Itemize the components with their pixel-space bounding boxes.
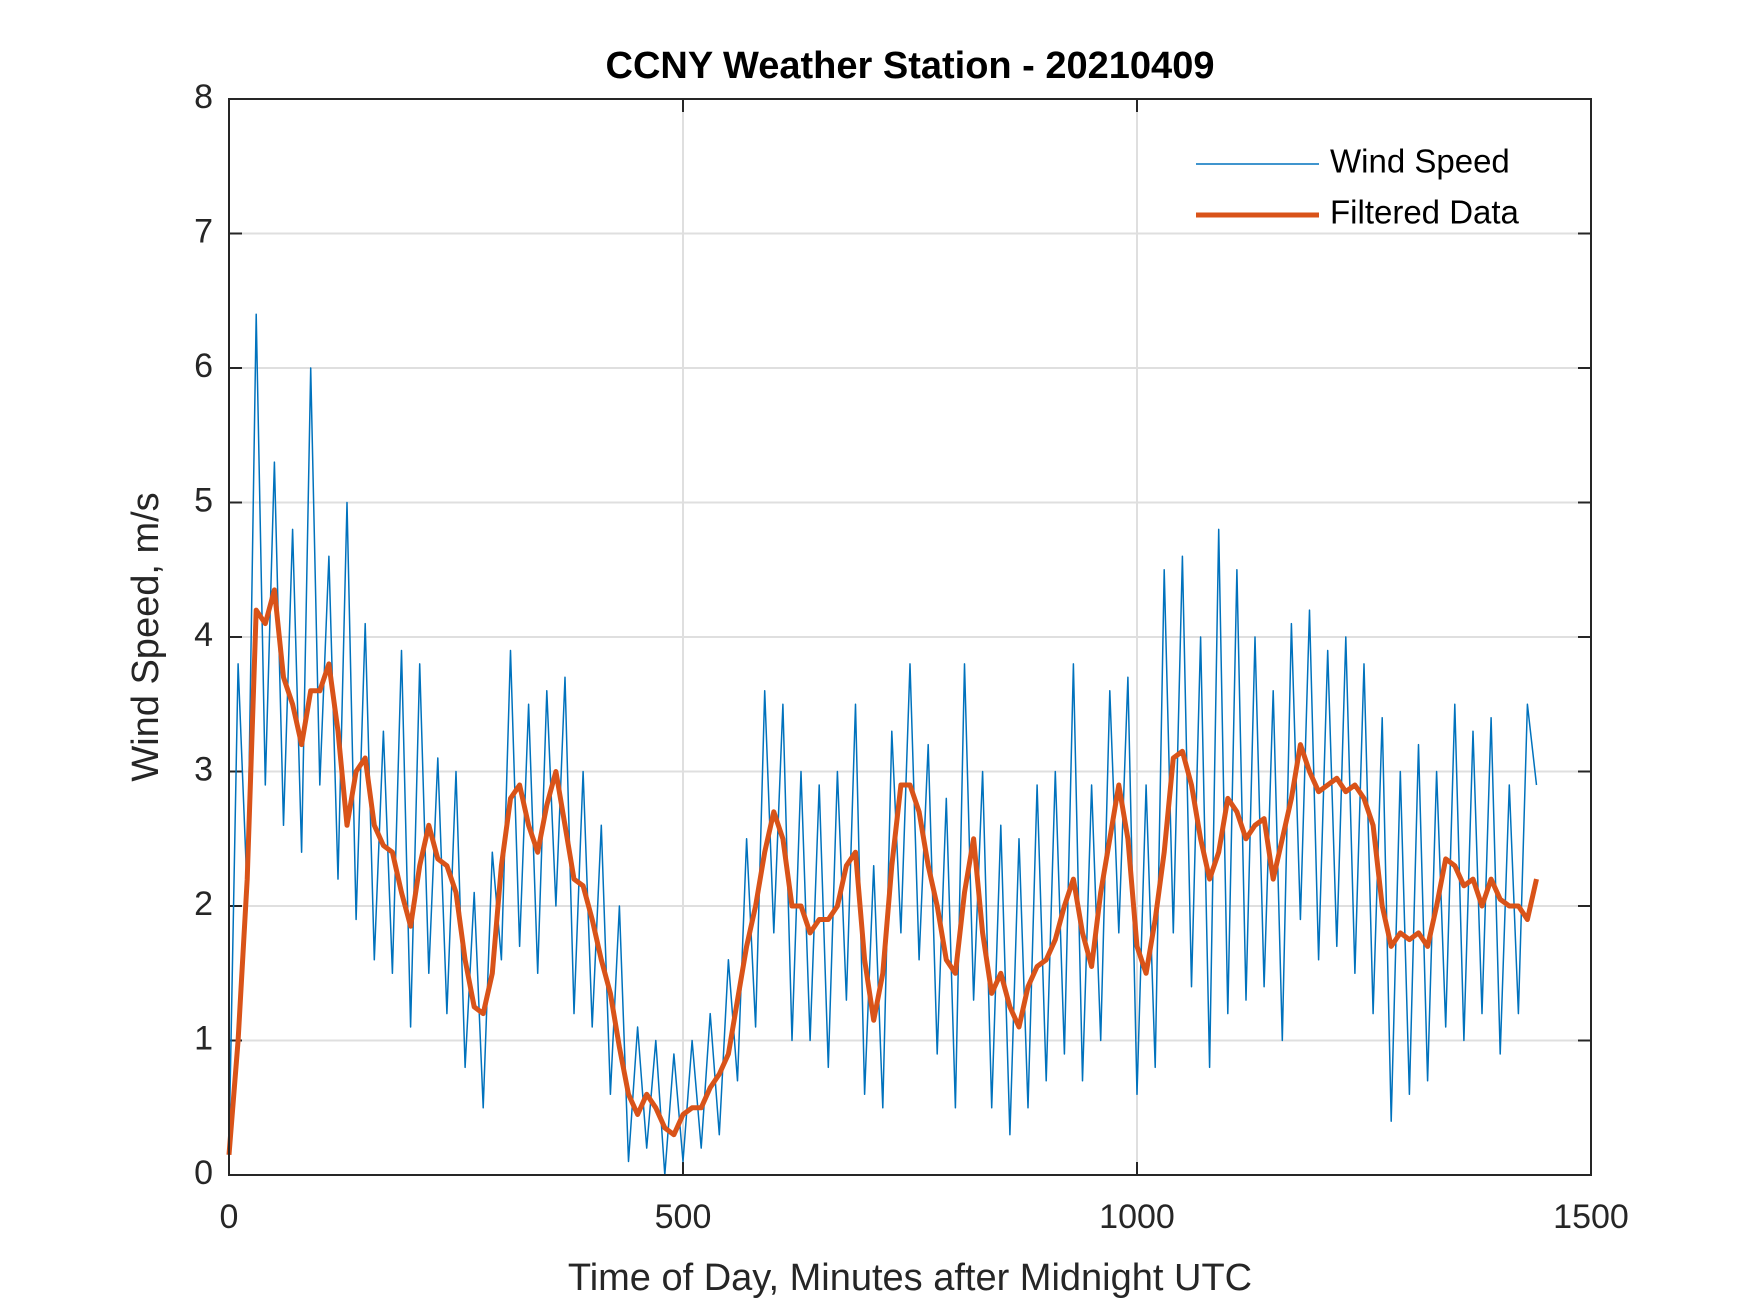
- y-tick-label: 1: [194, 1019, 213, 1057]
- x-axis-label: Time of Day, Minutes after Midnight UTC: [568, 1257, 1252, 1299]
- legend-label: Wind Speed: [1330, 143, 1510, 180]
- y-axis-label: Wind Speed, m/s: [125, 492, 167, 781]
- x-tick-label: 500: [655, 1198, 712, 1236]
- data-line: [228, 313, 1538, 1176]
- y-tick-label: 0: [194, 1154, 213, 1192]
- y-tick-label: 8: [194, 78, 213, 116]
- legend-label: Filtered Data: [1330, 194, 1520, 231]
- data-line: [226, 587, 1539, 1155]
- y-tick-label: 6: [194, 347, 213, 385]
- y-tick-label: 2: [194, 885, 213, 923]
- plot-frame: [228, 98, 1592, 1176]
- y-tick-label: 3: [194, 750, 213, 788]
- x-tick-label: 0: [220, 1198, 239, 1236]
- x-tick-label: 1500: [1553, 1198, 1629, 1236]
- x-tick-label: 1000: [1099, 1198, 1175, 1236]
- y-tick-label: 4: [194, 616, 213, 654]
- chart-title: CCNY Weather Station - 20210409: [606, 45, 1215, 87]
- y-tick-label: 5: [194, 481, 213, 519]
- y-tick-label: 7: [194, 212, 213, 250]
